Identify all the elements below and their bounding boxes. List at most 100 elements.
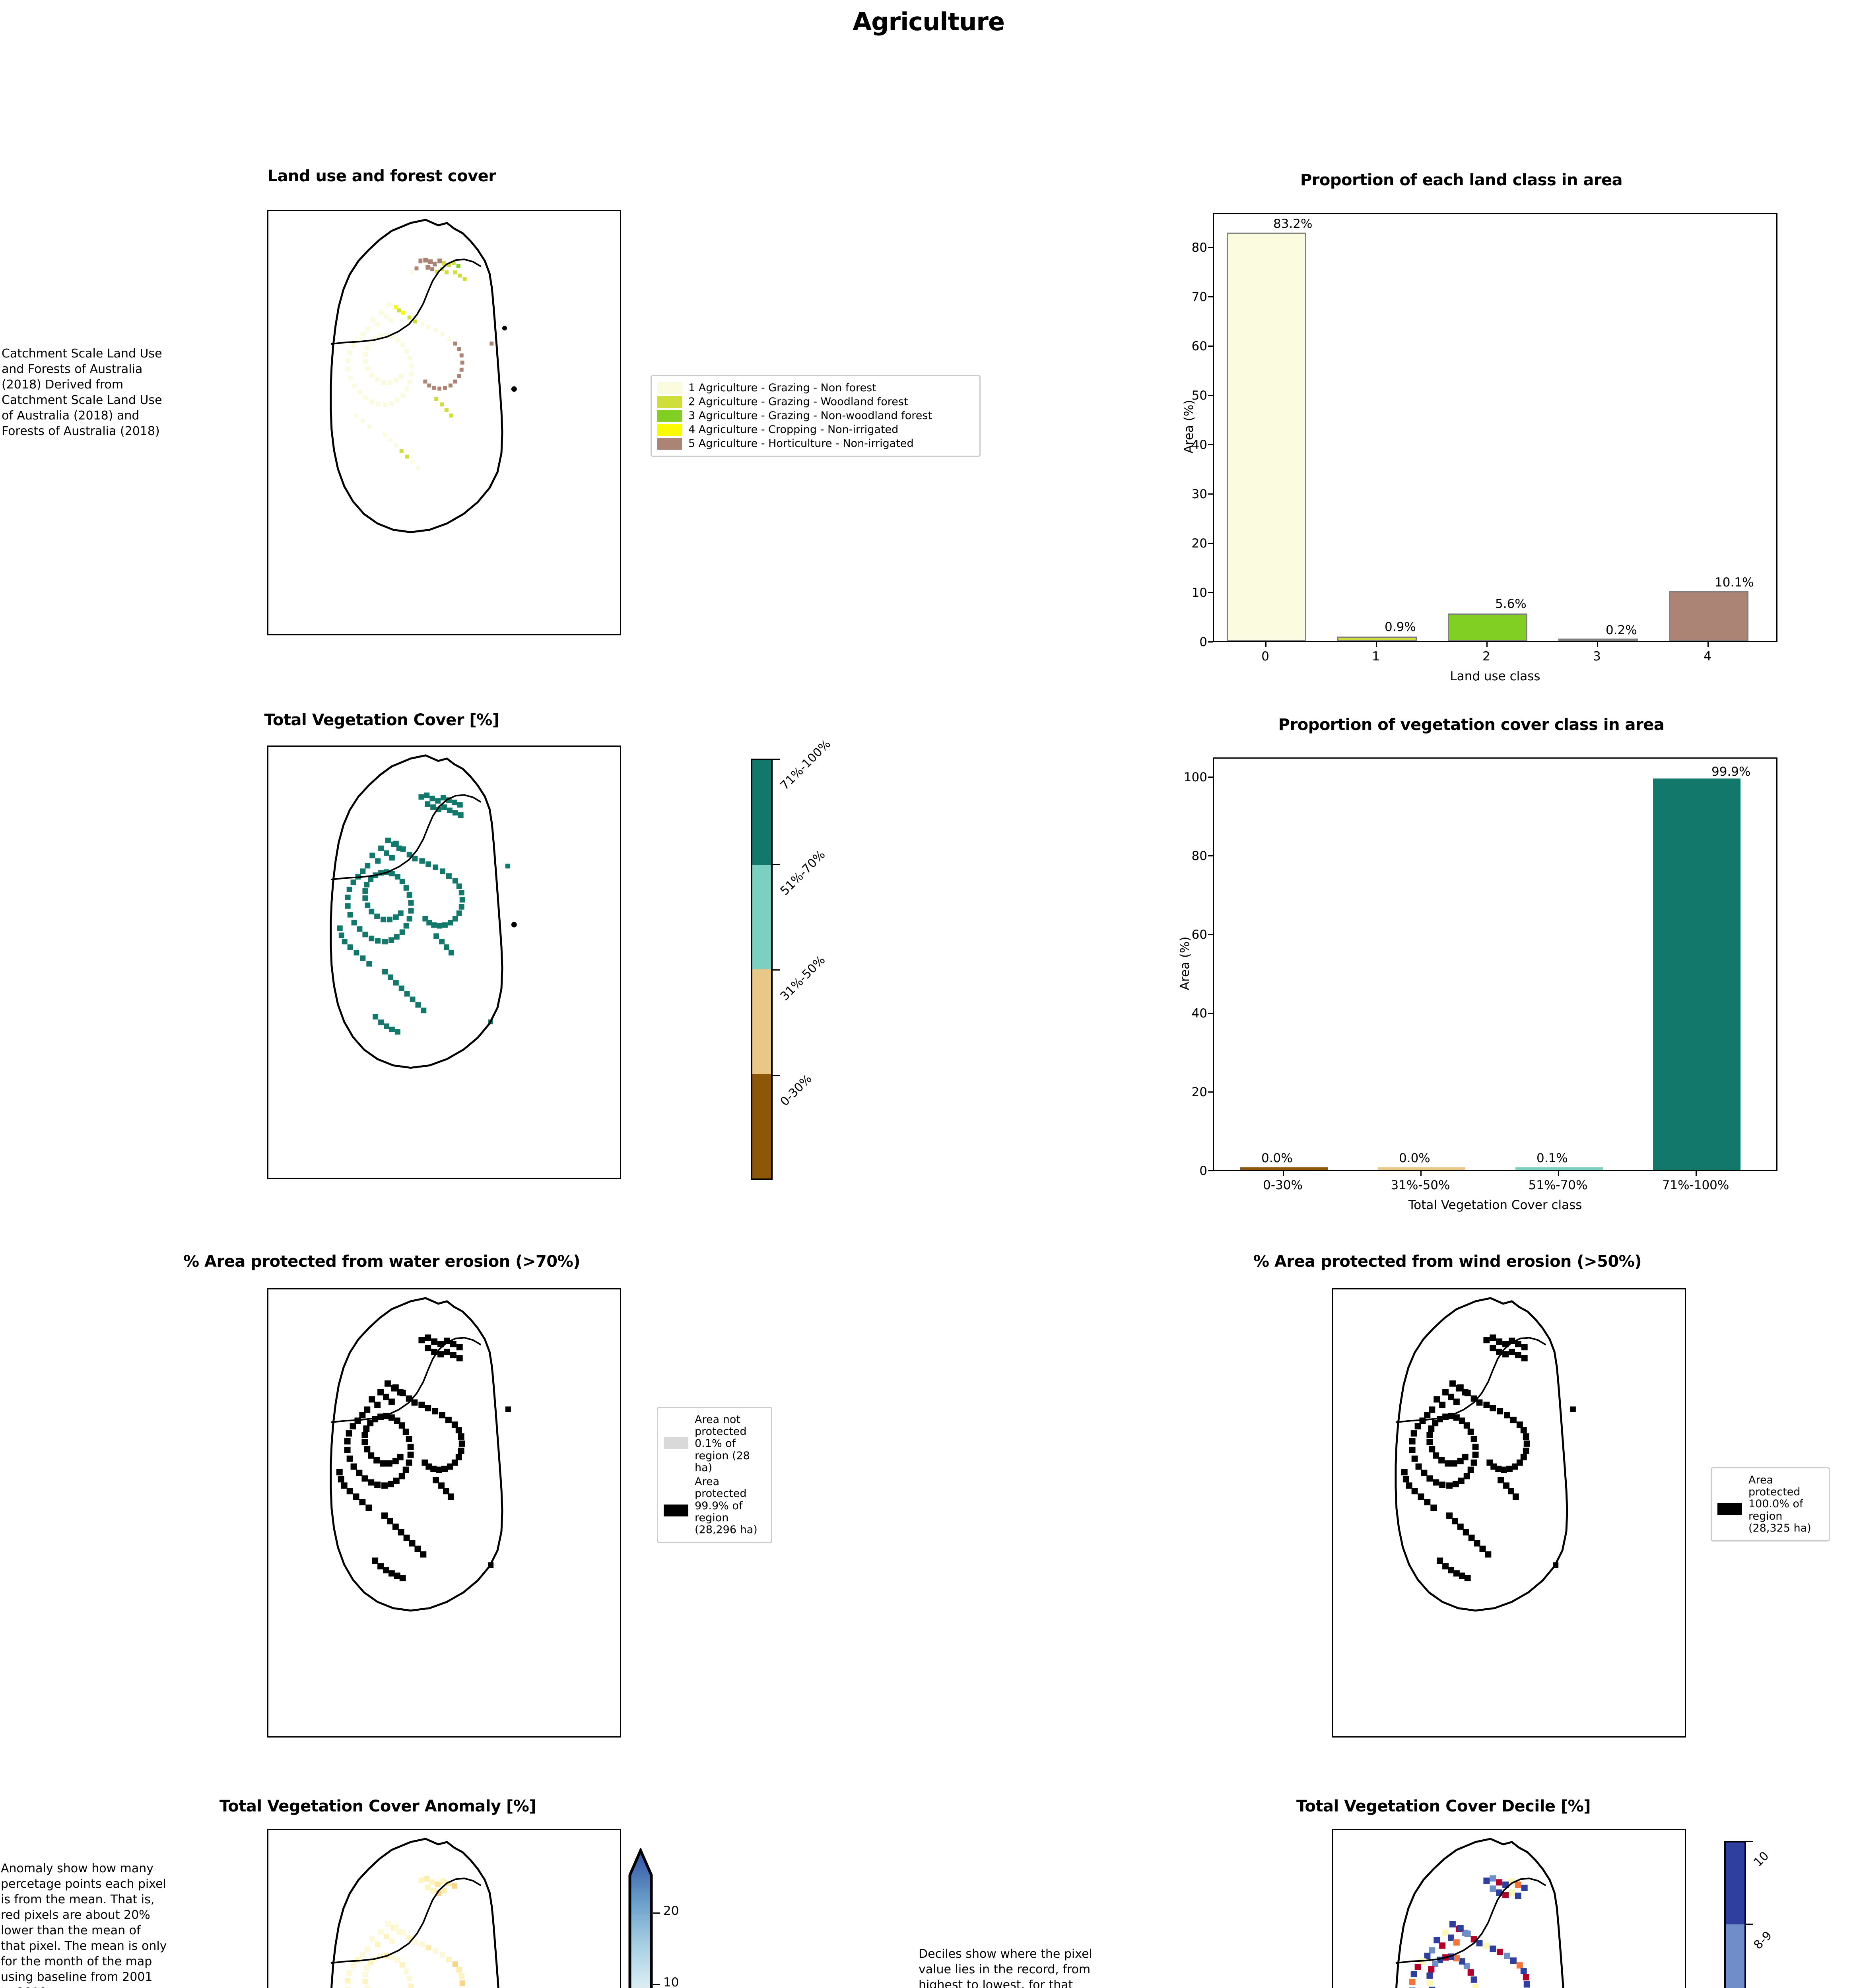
legend-label-protected: Area protected 100.0% of region (28,325 … <box>1748 1474 1811 1534</box>
legend-swatch-protected <box>664 1505 688 1517</box>
internal-boundary <box>1395 1877 1546 1964</box>
veg-cover-plot-area <box>1213 757 1777 1171</box>
xtick-veg-0: 0-30% <box>1263 1178 1303 1192</box>
veg-cover-bar-chart[interactable]: 0.0% 0.0% 0.1% 99.9% 0 20 40 60 80 100 0… <box>1178 757 1777 1212</box>
bar-value-label-3: 0.2% <box>1606 623 1637 637</box>
veg-cover-bar-title: Proportion of vegetation cover class in … <box>1278 716 1665 734</box>
legend-label-2: 2 Agriculture - Grazing - Woodland fores… <box>688 396 908 408</box>
bar-veg-class-3[interactable] <box>1653 779 1740 1170</box>
legend-item: 5 Agriculture - Horticulture - Non-irrig… <box>657 438 974 450</box>
internal-boundary <box>330 1337 482 1423</box>
water-erosion-legend: Area not protected 0.1% of region (28 ha… <box>657 1407 772 1543</box>
legend-swatch-5 <box>657 438 682 450</box>
anomaly-map[interactable] <box>267 1829 621 1988</box>
cbar-label-51-70: 51%-70% <box>777 848 828 898</box>
ytick-60: 60 <box>1191 339 1207 353</box>
veg-bar-ylabel: Area (%) <box>1178 936 1192 990</box>
legend-label-5: 5 Agriculture - Horticulture - Non-irrig… <box>688 437 914 450</box>
legend-label-1: 1 Agriculture - Grazing - Non forest <box>688 382 876 394</box>
land-use-map[interactable] <box>267 210 621 635</box>
bar-veg-class-2[interactable] <box>1515 1167 1603 1170</box>
legend-swatch-4 <box>657 424 682 436</box>
bar-value-veg-2: 0.1% <box>1536 1151 1568 1165</box>
land-use-bar-chart[interactable]: 83.2% 0.9% 5.6% 0.2% 10.1% 0 10 20 30 40… <box>1182 213 1777 683</box>
ytick-40: 40 <box>1191 438 1207 452</box>
decile-colorbar <box>1724 1841 1746 1988</box>
bar-value-label-2: 5.6% <box>1495 597 1527 611</box>
protected-pixels <box>1401 1334 1576 1582</box>
veg-cover-map[interactable] <box>267 746 621 1179</box>
legend-item: Area protected 99.9% of region (28,296 h… <box>664 1476 765 1536</box>
anomaly-map-title: Total Vegetation Cover Anomaly [%] <box>219 1797 536 1815</box>
xtick-veg-1: 31%-50% <box>1391 1178 1450 1192</box>
veg-bar-xlabel: Total Vegetation Cover class <box>1408 1198 1582 1212</box>
cbar-label-31-50: 31%-50% <box>777 953 828 1004</box>
bar-veg-class-1[interactable] <box>1378 1167 1465 1170</box>
catchment-boundary <box>1395 1838 1564 1988</box>
land-use-bar-ylabel: Area (%) <box>1182 400 1196 454</box>
cbar-seg-31-50 <box>752 969 771 1074</box>
ytick-0: 0 <box>1199 635 1207 649</box>
wind-erosion-legend: Area protected 100.0% of region (28,325 … <box>1711 1467 1830 1542</box>
xtick-land-3: 3 <box>1593 649 1601 664</box>
veg-cover-colorbar <box>751 759 773 1180</box>
legend-label-not-protected: Area not protected 0.1% of region (28 ha… <box>695 1413 750 1474</box>
land-use-map-title: Land use and forest cover <box>267 167 496 185</box>
bar-value-veg-0: 0.0% <box>1261 1151 1293 1165</box>
ytick-30: 30 <box>1191 487 1207 501</box>
legend-swatch-1 <box>657 382 682 394</box>
ytick-veg-80: 80 <box>1191 849 1207 863</box>
ytick-veg-40: 40 <box>1191 1006 1207 1021</box>
anomaly-tick-20: 20 <box>663 1904 679 1918</box>
bar-land-class-4[interactable] <box>1669 591 1748 641</box>
anomaly-explainer-note: Anomaly show how many percetage points e… <box>1 1862 167 1988</box>
land-use-map-svg <box>330 219 517 533</box>
land-use-bar-title: Proportion of each land class in area <box>1300 171 1623 189</box>
legend-item: 4 Agriculture - Cropping - Non-irrigated <box>657 424 974 436</box>
ytick-50: 50 <box>1191 388 1207 403</box>
xtick-veg-2: 51%-70% <box>1528 1178 1588 1192</box>
decile-map[interactable] <box>1332 1829 1686 1988</box>
decile-map-svg <box>1395 1838 1564 1988</box>
land-use-source-note: Catchment Scale Land Use and Forests of … <box>2 347 162 438</box>
wind-erosion-map-title: % Area protected from wind erosion (>50%… <box>1253 1252 1642 1271</box>
bar-land-class-0[interactable] <box>1227 233 1306 641</box>
bar-land-class-3[interactable] <box>1558 639 1638 641</box>
bar-veg-class-0[interactable] <box>1240 1167 1328 1170</box>
ytick-veg-100: 100 <box>1183 770 1207 784</box>
decile-explainer-note: Deciles show where the pixel value lies … <box>919 1947 1092 1988</box>
bar-land-class-2[interactable] <box>1448 613 1527 641</box>
xtick-land-0: 0 <box>1261 649 1269 664</box>
land-use-bar-xlabel: Land use class <box>1450 669 1540 683</box>
ytick-80: 80 <box>1191 241 1207 255</box>
xtick-veg-3: 71%-100% <box>1662 1178 1729 1192</box>
legend-label-3: 3 Agriculture - Grazing - Non-woodland f… <box>688 410 932 422</box>
legend-swatch-not-protected <box>664 1437 688 1449</box>
veg-cover-map-title: Total Vegetation Cover [%] <box>264 711 499 729</box>
water-erosion-map[interactable] <box>267 1288 621 1738</box>
internal-boundary <box>330 1877 482 1964</box>
legend-item: 2 Agriculture - Grazing - Woodland fores… <box>657 396 974 408</box>
land-use-pixels <box>346 258 494 488</box>
cbar-seg-8-9 <box>1726 1924 1744 1988</box>
ytick-veg-20: 20 <box>1191 1085 1207 1099</box>
land-use-plot-area <box>1213 213 1777 642</box>
bar-land-class-1[interactable] <box>1337 637 1417 641</box>
veg-cover-pixels <box>337 792 510 1035</box>
legend-item: Area protected 100.0% of region (28,325 … <box>1717 1474 1823 1534</box>
cbar-label-0-30: 0-30% <box>777 1072 815 1109</box>
legend-item: 3 Agriculture - Grazing - Non-woodland f… <box>657 410 974 422</box>
cbar-seg-10 <box>1726 1842 1744 1925</box>
legend-label-protected: Area protected 99.9% of region (28,296 h… <box>695 1475 758 1536</box>
protected-pixels <box>336 1334 511 1582</box>
wind-erosion-map-svg <box>1395 1297 1576 1612</box>
decile-map-title: Total Vegetation Cover Decile [%] <box>1296 1797 1591 1815</box>
ytick-veg-60: 60 <box>1191 928 1207 942</box>
legend-item: Area not protected 0.1% of region (28 ha… <box>664 1413 765 1474</box>
catchment-boundary <box>1395 1297 1568 1612</box>
bar-value-label-0: 83.2% <box>1273 217 1313 231</box>
water-erosion-map-svg <box>330 1297 511 1612</box>
wind-erosion-map[interactable] <box>1332 1288 1686 1738</box>
anomaly-pixels <box>345 1876 465 1988</box>
anomaly-colorbar <box>628 1848 653 1988</box>
